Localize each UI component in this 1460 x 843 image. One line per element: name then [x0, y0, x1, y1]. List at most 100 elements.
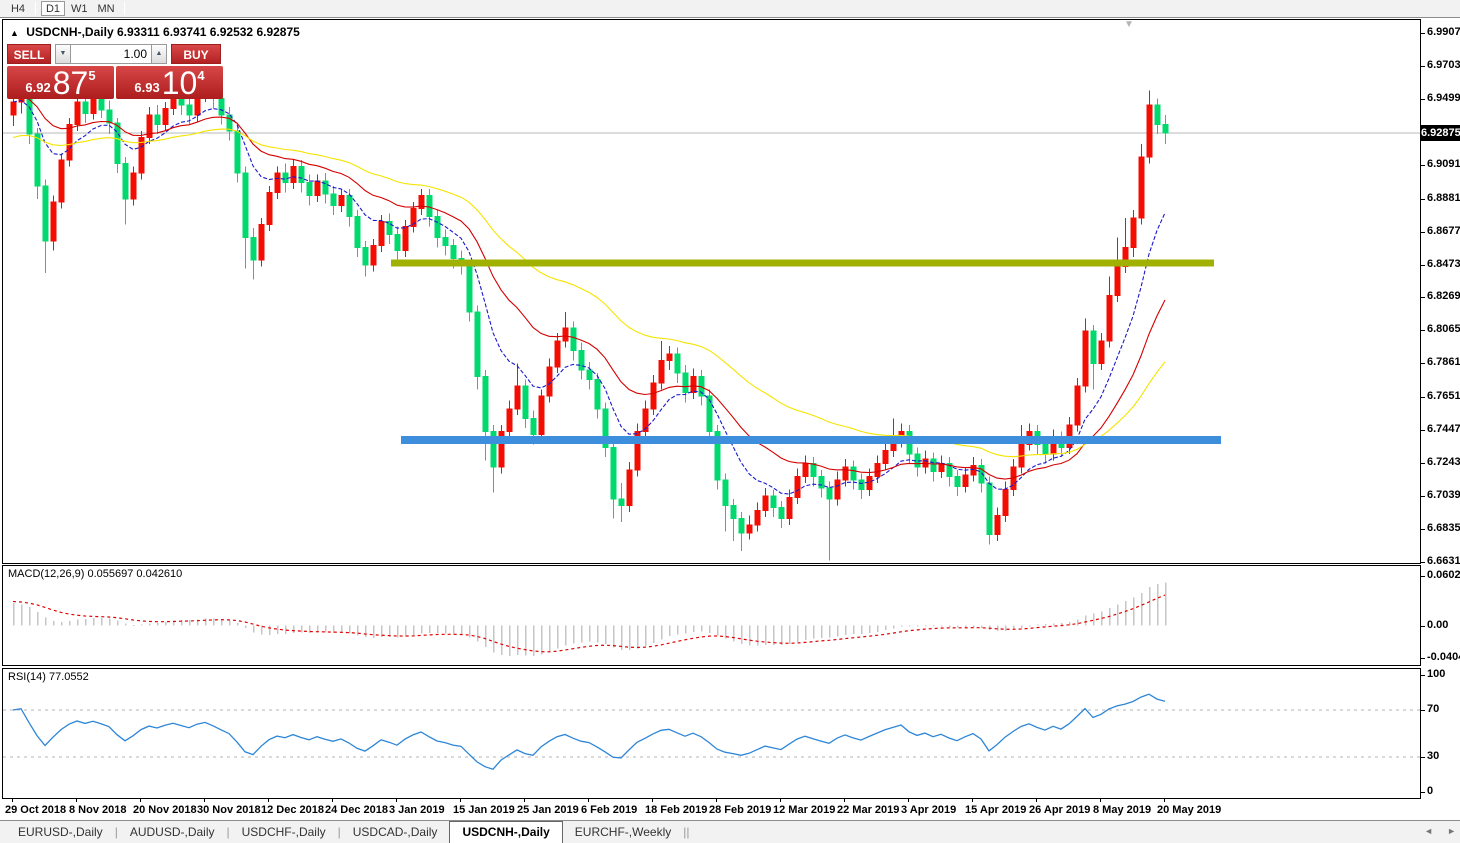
main-chart[interactable] — [2, 19, 1421, 564]
chart-tab-eurusd[interactable]: EURUSD-,Daily — [18, 825, 103, 839]
medium-ma — [12, 95, 1166, 480]
chart-symbol-label: USDCNH-,Daily — [26, 25, 114, 39]
tab-scroll-controls: ◄ ► — [1424, 826, 1456, 836]
date-axis-label: 24 Dec 2018 — [325, 804, 388, 816]
price-axis[interactable]: 6.99070 6.97030 6.94990 6.90910 6.88810 6.867… — [1421, 19, 1460, 799]
tab-separator: | — [337, 825, 341, 839]
date-axis-label: 6 Feb 2019 — [581, 804, 638, 816]
date-axis-label: 25 Jan 2019 — [517, 804, 579, 816]
macd-axis-label: 0.00 — [1427, 619, 1449, 631]
price-axis-label: 6.84730 — [1427, 258, 1460, 270]
rsi-axis-label: 30 — [1427, 750, 1440, 762]
rsi-axis-label: 0 — [1427, 785, 1434, 797]
price-axis-label: 6.80650 — [1427, 323, 1460, 335]
macd-signal-line — [12, 594, 1166, 653]
macd-panel[interactable] — [2, 565, 1421, 666]
chart-tab-bar: EURUSD-,Daily | AUDUSD-,Daily | USDCHF-,Dail… — [0, 820, 1460, 843]
date-axis-label: 12 Dec 2018 — [261, 804, 324, 816]
price-axis-label: 6.82690 — [1427, 290, 1460, 302]
buy-button[interactable]: BUY — [171, 44, 221, 64]
candles — [10, 79, 1169, 561]
chart-shift-marker-icon[interactable]: ▼ — [1124, 19, 1134, 30]
chart-tab-usdchf[interactable]: USDCHF-,Daily — [241, 825, 326, 839]
macd-axis-label: 0.060274 — [1427, 569, 1460, 581]
volume-increase-button[interactable]: ▲ — [151, 44, 167, 64]
date-axis-label: 26 Apr 2019 — [1029, 804, 1091, 816]
tab-separator: | — [114, 825, 118, 839]
buy-price-big-digits: 10 — [161, 65, 198, 101]
date-axis-label: 8 May 2019 — [1093, 804, 1152, 816]
price-axis-label: 6.72430 — [1427, 456, 1460, 468]
chart-tab-audusd[interactable]: AUDUSD-,Daily — [129, 825, 215, 839]
tab-separator: | — [683, 825, 687, 839]
price-axis-label: 6.90910 — [1427, 158, 1460, 170]
price-axis-label: 6.76510 — [1427, 390, 1460, 402]
sell-price-display[interactable]: 6.92 87 5 — [7, 66, 114, 99]
date-axis-label: 20 Nov 2018 — [133, 804, 197, 816]
price-axis-label: 6.74470 — [1427, 423, 1460, 435]
chart-tab-usdcnh[interactable]: USDCNH-,Daily — [449, 821, 563, 843]
macd-axis-label: -0.040412 — [1427, 651, 1460, 663]
price-axis-label: 6.70390 — [1427, 489, 1460, 501]
symbol-marker-icon: ▲ — [10, 28, 19, 38]
rsi-indicator-label: RSI(14) 77.0552 — [8, 671, 89, 683]
price-axis-label: 6.94990 — [1427, 92, 1460, 104]
toolbar-separator — [123, 2, 125, 15]
timeframe-button-d1[interactable]: D1 — [41, 1, 65, 16]
sell-price-big-digits: 87 — [52, 65, 89, 101]
sell-price-pip-digit: 5 — [88, 68, 96, 83]
chart-tab-usdcad[interactable]: USDCAD-,Daily — [352, 825, 438, 839]
date-axis[interactable]: 29 Oct 2018 8 Nov 2018 20 Nov 2018 30 Nov 2… — [0, 799, 1421, 820]
timeframe-button-w1[interactable]: W1 — [71, 3, 88, 15]
sell-button[interactable]: SELL — [7, 44, 51, 64]
date-axis-label: 15 Apr 2019 — [965, 804, 1027, 816]
timeframe-toolbar: H4 D1 W1 MN — [0, 0, 1460, 18]
buy-price-prefix: 6.93 — [134, 80, 160, 95]
rsi-axis-label: 100 — [1427, 668, 1446, 680]
date-axis-label: 15 Jan 2019 — [453, 804, 515, 816]
price-axis-label: 6.68350 — [1427, 522, 1460, 534]
date-axis-label: 28 Feb 2019 — [709, 804, 772, 816]
tab-scroll-left-button[interactable]: ◄ — [1424, 826, 1434, 836]
date-axis-label: 22 Mar 2019 — [837, 804, 900, 816]
tab-separator: | — [226, 825, 230, 839]
price-axis-label: 6.86770 — [1427, 225, 1460, 237]
chart-ohlc-values: 6.93311 6.93741 6.92532 6.92875 — [116, 25, 300, 39]
chart-tab-eurchf[interactable]: EURCHF-,Weekly — [574, 825, 672, 839]
timeframe-button-mn[interactable]: MN — [97, 3, 115, 15]
price-axis-label: 6.88810 — [1427, 192, 1460, 204]
rsi-axis-label: 70 — [1427, 703, 1440, 715]
sell-price-prefix: 6.92 — [25, 80, 51, 95]
one-click-trading-widget: SELL ▼ ▲ BUY 6.92 87 5 6.93 10 4 — [7, 44, 225, 99]
date-axis-label: 30 Nov 2018 — [197, 804, 261, 816]
timeframe-button-h4[interactable]: H4 — [10, 3, 26, 15]
resistance-line[interactable] — [391, 259, 1214, 267]
macd-indicator-label: MACD(12,26,9) 0.055697 0.042610 — [8, 568, 183, 580]
date-axis-label: 12 Mar 2019 — [773, 804, 836, 816]
rsi-panel[interactable] — [2, 668, 1421, 799]
buy-price-display[interactable]: 6.93 10 4 — [116, 66, 223, 99]
date-axis-label: 3 Jan 2019 — [389, 804, 445, 816]
date-axis-label: 3 Apr 2019 — [901, 804, 957, 816]
slow-ma — [12, 128, 1166, 458]
buy-price-pip-digit: 4 — [197, 68, 205, 83]
toolbar-separator — [35, 2, 36, 15]
date-axis-label: 8 Nov 2018 — [69, 804, 127, 816]
volume-decrease-button[interactable]: ▼ — [55, 44, 71, 64]
tab-separator: | — [686, 825, 690, 839]
price-axis-label: 6.97030 — [1427, 59, 1460, 71]
price-axis-label: 6.78610 — [1427, 356, 1460, 368]
rsi-line — [12, 693, 1166, 770]
date-axis-label: 18 Feb 2019 — [645, 804, 708, 816]
date-axis-label: 20 May 2019 — [1157, 804, 1222, 816]
fast-ma — [12, 99, 1166, 495]
price-axis-label: 6.99070 — [1427, 26, 1460, 38]
chart-title: ▲ USDCNH-,Daily 6.93311 6.93741 6.92532 … — [10, 25, 300, 39]
volume-input[interactable] — [71, 44, 151, 64]
tab-scroll-right-button[interactable]: ► — [1447, 826, 1456, 836]
current-price-tag: 6.92875 — [1421, 125, 1460, 141]
support-line[interactable] — [401, 435, 1221, 444]
date-axis-label: 29 Oct 2018 — [5, 804, 67, 816]
